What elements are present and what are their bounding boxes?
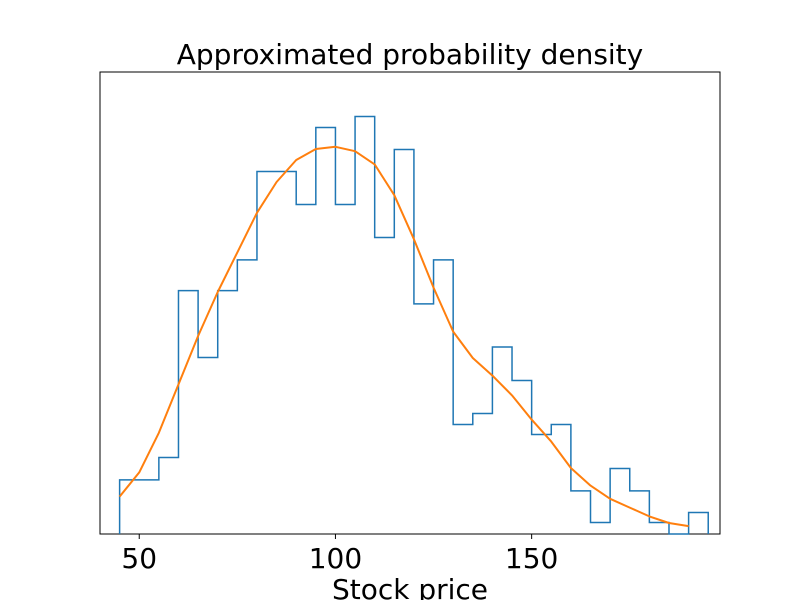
histogram-bin xyxy=(571,491,591,534)
histogram-bin xyxy=(355,116,375,534)
histogram-bin xyxy=(139,480,159,534)
x-axis: 50 100 150 xyxy=(121,534,558,575)
histogram-bin xyxy=(394,149,414,534)
histogram-bin xyxy=(120,480,140,534)
x-tick-label: 50 xyxy=(121,542,157,575)
x-axis-label: Stock price xyxy=(332,573,488,600)
histogram-bin xyxy=(159,457,179,534)
histogram-bin xyxy=(689,512,709,534)
density-curve-line xyxy=(118,145,689,528)
x-tick-label: 100 xyxy=(309,542,362,575)
histogram-bin xyxy=(375,237,395,534)
histogram-bin xyxy=(316,127,336,534)
density-curve xyxy=(118,145,689,528)
histogram-outline xyxy=(118,115,709,535)
histogram-bin xyxy=(473,413,493,534)
histogram-bin xyxy=(198,358,218,534)
histogram-bin xyxy=(492,347,512,534)
histogram-bin xyxy=(277,171,297,534)
histogram-bin xyxy=(551,424,571,534)
histogram-bin xyxy=(591,523,611,534)
histogram-bin xyxy=(649,523,669,534)
chart-title: Approximated probability density xyxy=(177,38,643,71)
histogram-bin xyxy=(257,171,277,534)
histogram-bin xyxy=(218,291,238,534)
plot-frame xyxy=(99,71,721,535)
histogram-bin xyxy=(512,380,532,534)
histogram-bin xyxy=(335,204,355,534)
x-tick-label: 150 xyxy=(505,542,558,575)
histogram xyxy=(118,115,709,535)
histogram-bin xyxy=(610,468,630,534)
histogram-bin xyxy=(414,304,434,534)
histogram-bin xyxy=(434,260,454,534)
histogram-bin xyxy=(296,204,316,534)
histogram-bin xyxy=(532,435,552,534)
histogram-bin xyxy=(453,424,473,534)
histogram-bin xyxy=(237,260,257,534)
histogram-bin xyxy=(178,291,198,534)
